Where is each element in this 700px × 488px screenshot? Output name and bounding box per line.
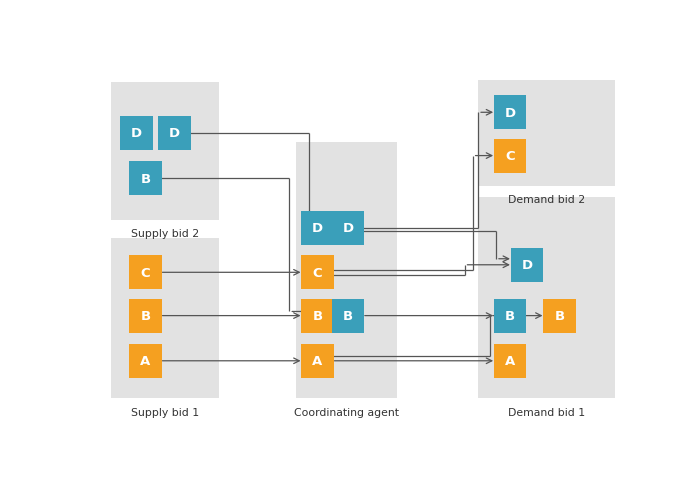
Text: D: D xyxy=(522,259,533,272)
FancyBboxPatch shape xyxy=(120,117,153,151)
FancyBboxPatch shape xyxy=(478,198,615,399)
Text: Supply bid 2: Supply bid 2 xyxy=(131,228,199,238)
Text: D: D xyxy=(169,127,180,140)
Text: Coordinating agent: Coordinating agent xyxy=(294,407,399,417)
FancyBboxPatch shape xyxy=(494,96,526,130)
Text: D: D xyxy=(312,222,323,235)
Text: A: A xyxy=(141,355,150,367)
FancyBboxPatch shape xyxy=(478,81,615,186)
FancyBboxPatch shape xyxy=(111,239,219,399)
FancyBboxPatch shape xyxy=(130,299,162,333)
FancyBboxPatch shape xyxy=(111,83,219,220)
Text: B: B xyxy=(554,309,564,323)
FancyBboxPatch shape xyxy=(332,299,364,333)
FancyBboxPatch shape xyxy=(301,299,334,333)
FancyBboxPatch shape xyxy=(130,344,162,378)
Text: B: B xyxy=(312,309,323,323)
FancyBboxPatch shape xyxy=(511,248,543,282)
FancyBboxPatch shape xyxy=(332,211,364,245)
Text: Supply bid 1: Supply bid 1 xyxy=(131,407,199,417)
Text: A: A xyxy=(312,355,323,367)
Text: Demand bid 1: Demand bid 1 xyxy=(508,407,585,417)
Text: B: B xyxy=(343,309,353,323)
FancyBboxPatch shape xyxy=(301,211,334,245)
FancyBboxPatch shape xyxy=(158,117,190,151)
FancyBboxPatch shape xyxy=(301,256,334,290)
FancyBboxPatch shape xyxy=(543,299,575,333)
FancyBboxPatch shape xyxy=(494,140,526,173)
Text: D: D xyxy=(131,127,142,140)
Text: C: C xyxy=(505,150,515,163)
Text: B: B xyxy=(141,172,150,185)
FancyBboxPatch shape xyxy=(301,344,334,378)
Text: C: C xyxy=(313,266,322,279)
Text: A: A xyxy=(505,355,515,367)
FancyBboxPatch shape xyxy=(130,162,162,196)
Text: D: D xyxy=(505,106,516,120)
Text: B: B xyxy=(505,309,515,323)
FancyBboxPatch shape xyxy=(296,143,397,399)
FancyBboxPatch shape xyxy=(130,256,162,290)
Text: D: D xyxy=(342,222,354,235)
Text: Demand bid 2: Demand bid 2 xyxy=(508,195,585,204)
FancyBboxPatch shape xyxy=(494,344,526,378)
FancyBboxPatch shape xyxy=(494,299,526,333)
Text: C: C xyxy=(141,266,150,279)
Text: B: B xyxy=(141,309,150,323)
